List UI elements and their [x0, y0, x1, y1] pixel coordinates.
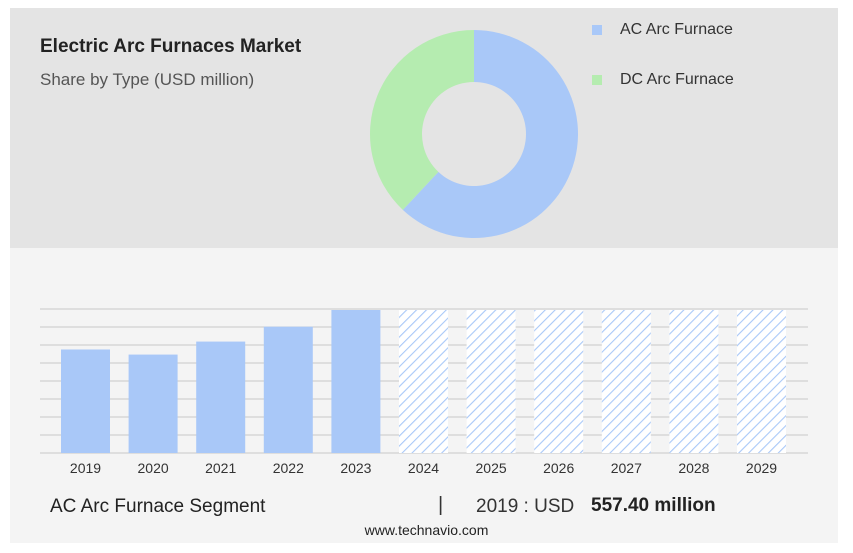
donut-chart [370, 30, 578, 238]
donut-slice-dc [370, 30, 474, 210]
watermark: www.technavio.com [364, 522, 489, 538]
x-tick-label: 2028 [678, 460, 709, 476]
forecast-bar-2029 [737, 310, 786, 453]
segment-label: AC Arc Furnace Segment [50, 496, 266, 517]
donut-slice-ac [402, 30, 578, 238]
forecast-bar-2024 [399, 310, 448, 453]
legend-label-ac: AC Arc Furnace [620, 21, 733, 38]
bar-chart: 2019 2020 2021 2022 2023 2024 2025 2026 2027 2028… [40, 308, 808, 476]
bar-2021 [196, 341, 246, 453]
forecast-bar-2026 [534, 310, 584, 453]
x-tick-label: 2027 [611, 460, 642, 476]
x-tick-label: 2021 [205, 460, 236, 476]
x-tick-label: 2022 [273, 460, 304, 476]
x-tick-label: 2020 [138, 460, 169, 476]
bar-2019 [61, 349, 110, 453]
legend-item-ac: AC Arc Furnace [592, 18, 734, 42]
chart-subtitle: Share by Type (USD million) [40, 70, 255, 89]
x-tick-label: 2026 [543, 460, 574, 476]
bar-2020 [128, 354, 178, 453]
legend-label-dc: DC Arc Furnace [620, 71, 734, 88]
forecast-bar-2027 [601, 310, 651, 453]
legend-item-dc: DC Arc Furnace [592, 68, 734, 92]
x-tick-label: 2019 [70, 460, 101, 476]
forecast-bar-2028 [669, 310, 719, 453]
bar-2022 [263, 326, 313, 453]
x-tick-label: 2025 [476, 460, 507, 476]
footer-separator: | [438, 494, 444, 516]
bar-2023 [331, 310, 381, 453]
footer-value: 557.40 million [591, 495, 716, 516]
forecast-bar-2025 [466, 310, 516, 453]
x-tick-label: 2024 [408, 460, 439, 476]
legend: AC Arc Furnace DC Arc Furnace [592, 18, 734, 118]
legend-swatch-ac [592, 25, 602, 35]
chart-title: Electric Arc Furnaces Market [40, 36, 302, 57]
x-tick-label: 2023 [340, 460, 371, 476]
footer-year: 2019 : USD [476, 496, 575, 517]
x-tick-label: 2029 [746, 460, 777, 476]
legend-swatch-dc [592, 75, 602, 85]
